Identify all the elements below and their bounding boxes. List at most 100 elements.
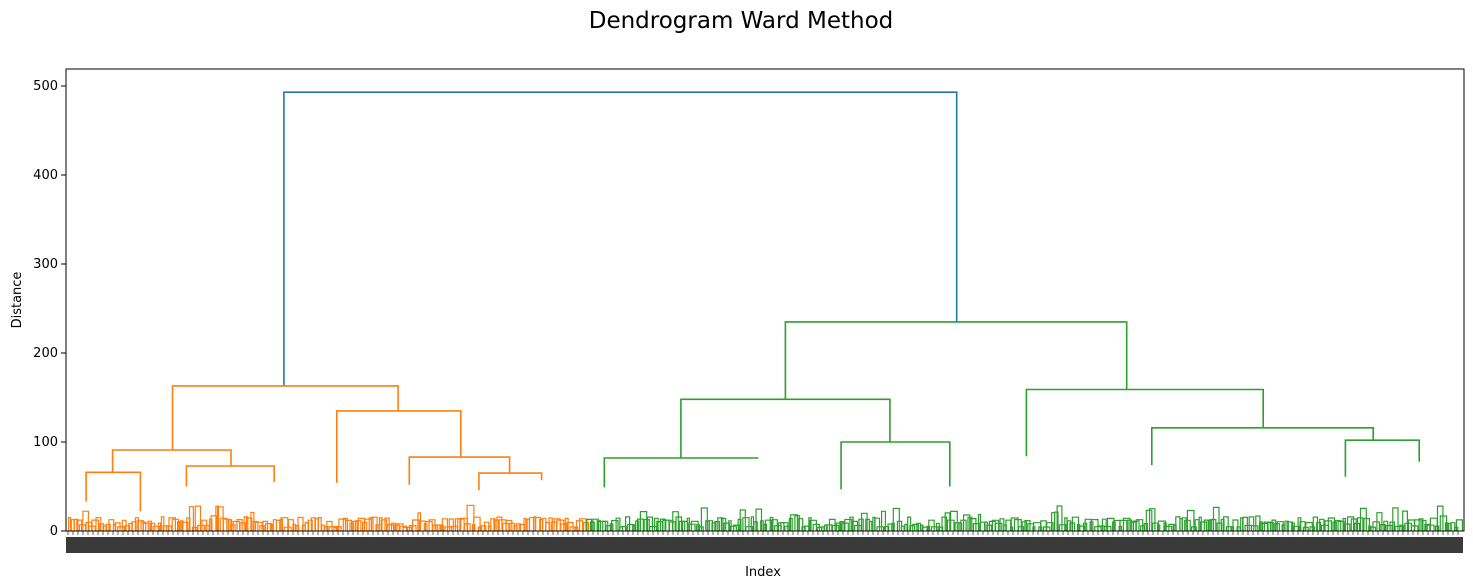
dendrogram-leaf-link	[892, 507, 900, 531]
x-axis-label: Index	[745, 565, 781, 580]
dendrogram-leaf-link	[1363, 517, 1371, 531]
dendrogram-leaf-link	[1066, 520, 1072, 531]
dendrogram-leaf-link	[349, 522, 355, 531]
dendrogram-leaf-link	[91, 519, 100, 531]
dendrogram-leaf-link	[789, 514, 799, 531]
dendrogram-leaf-link	[1148, 508, 1156, 531]
y-tick-label: 100	[33, 435, 58, 450]
dendrogram-leaf-link	[1199, 521, 1208, 531]
dendrogram-leaf-link	[439, 524, 444, 531]
dendrogram-leaf-link	[1309, 526, 1316, 531]
dendrogram-leaf-link	[1203, 519, 1210, 531]
dendrogram-leaf-link	[265, 522, 272, 531]
dendrogram-leaf-link	[586, 518, 593, 531]
dendrogram-link	[680, 398, 891, 458]
dendrogram-leaf-link	[1299, 521, 1306, 531]
dendrogram-leaf-link	[1250, 525, 1259, 531]
dendrogram-leaf-link	[1284, 520, 1289, 531]
dendrogram-leaf-link	[578, 518, 587, 531]
dendrogram-leaf-link	[528, 517, 535, 531]
y-axis-label: Distance	[10, 272, 25, 329]
dendrogram-leaf-link	[134, 517, 140, 531]
dendrogram-leaf-link	[1312, 516, 1319, 531]
dendrogram-leaf-link	[435, 524, 442, 531]
dendrogram-leaf-link	[1225, 526, 1233, 531]
dendrogram-leaf-link	[252, 520, 259, 531]
dendrogram-leaf-link	[363, 518, 372, 531]
dendrogram-leaf-link	[160, 516, 165, 531]
y-tick-label: 300	[33, 257, 58, 272]
dendrogram-leaf-link	[1394, 525, 1403, 531]
dendrogram-leaf-link	[884, 525, 890, 531]
dendrogram-leaf-link	[219, 517, 228, 531]
dendrogram-leaf-link	[672, 511, 679, 531]
dendrogram-leaf-link	[1383, 520, 1389, 531]
dendrogram-leaf-link	[380, 519, 388, 531]
dendrogram-leaf-link	[444, 526, 452, 531]
dendrogram-leaf-link	[556, 519, 565, 531]
dendrogram-leaf-link	[717, 517, 724, 531]
dendrogram-leaf-link	[1286, 521, 1294, 531]
dendrogram-leaf-link	[621, 525, 627, 531]
dendrogram-leaf-link	[1248, 516, 1255, 531]
dendrogram-link	[335, 410, 462, 483]
dendrogram-leaf-link	[887, 523, 893, 531]
dendrogram-leaf-link	[868, 520, 873, 531]
dendrogram-leaf-link	[254, 521, 263, 531]
dendrogram-leaf-link	[180, 520, 184, 531]
dendrogram-leaf-link	[157, 522, 162, 531]
x-axis-leaf-labels	[66, 531, 1463, 553]
dendrogram-leaf-link	[1236, 526, 1241, 531]
dendrogram-leaf-link	[1212, 506, 1220, 531]
dendrogram-leaf-link	[142, 522, 151, 531]
dendrogram-leaf-link	[907, 516, 912, 531]
dendrogram-leaf-link	[523, 517, 527, 531]
dendrogram-link	[603, 457, 759, 488]
dendrogram-link	[784, 321, 1128, 400]
dendrogram-leaf-link	[262, 520, 269, 531]
dendrogram-leaf-link	[1198, 516, 1202, 531]
links-layer	[85, 91, 1420, 512]
dendrogram-leaf-link	[493, 519, 500, 531]
dendrogram-leaf-link	[714, 520, 721, 531]
dendrogram-leaf-link	[1058, 524, 1067, 531]
dendrogram-leaf-link	[912, 523, 919, 531]
dendrogram-leaf-link	[1078, 525, 1085, 531]
dendrogram-leaf-link	[171, 518, 180, 531]
dendrogram-leaf-link	[1436, 505, 1444, 531]
dendrogram-leaf-link	[876, 526, 885, 531]
dendrogram-leaf-link	[851, 520, 859, 531]
dendrogram-leaf-link	[808, 517, 812, 531]
dendrogram-leaf-link	[1350, 518, 1357, 531]
dendrogram-leaf-link	[1186, 509, 1195, 531]
dendrogram-leaf-link	[386, 523, 395, 531]
dendrogram-leaf-link	[690, 520, 699, 531]
dendrogram-leaf-link	[1127, 519, 1133, 531]
dendrogram-leaf-link	[270, 523, 274, 531]
dendrogram-leaf-link	[314, 518, 319, 531]
dendrogram-leaf-link	[1190, 526, 1197, 531]
dendrogram-leaf-link	[874, 517, 881, 531]
dendrogram-leaf-link	[450, 525, 459, 531]
dendrogram-leaf-link	[1181, 517, 1187, 531]
dendrogram-link	[171, 385, 399, 450]
dendrogram-link	[111, 449, 232, 473]
dendrogram-leaf-link	[755, 508, 763, 531]
dendrogram-leaf-link	[972, 522, 980, 531]
dendrogram-leaf-link	[921, 526, 929, 531]
dendrogram-link	[185, 465, 276, 487]
dendrogram-leaf-link	[1385, 524, 1393, 531]
dendrogram-leaf-link	[548, 517, 553, 531]
y-axis-ticks: 0 100 200 300 400 500	[33, 79, 66, 539]
dendrogram-leaf-link	[378, 517, 383, 531]
dendrogram-leaf-link	[307, 519, 313, 531]
dendrogram-link	[283, 91, 958, 386]
dendrogram-leaf-link	[342, 517, 349, 531]
dendrogram-leaf-link	[1291, 522, 1295, 531]
dendrogram-leaf-link	[1337, 520, 1345, 531]
dendrogram-leaf-link	[769, 516, 774, 531]
dendrogram-leaf-link	[1021, 521, 1028, 531]
dendrogram-leaf-link	[904, 523, 908, 531]
dendrogram-leaf-link	[1024, 519, 1031, 531]
y-tick-label: 500	[33, 79, 58, 94]
